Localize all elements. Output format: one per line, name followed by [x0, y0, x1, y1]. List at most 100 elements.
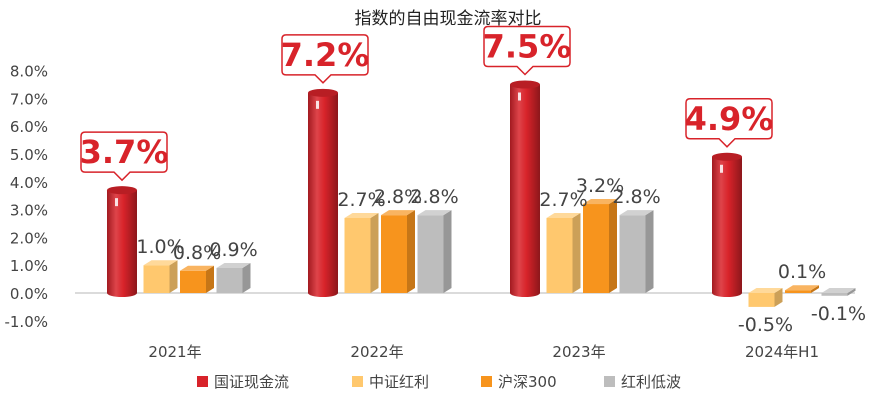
data-label: 0.1% [778, 261, 826, 283]
y-tick-label: 7.0% [10, 90, 48, 108]
bar-top [546, 212, 581, 218]
bar-1 [143, 260, 178, 293]
bars [107, 80, 856, 307]
y-axis: 8.0% 7.0% 6.0% 5.0% 4.0% 3.0% 2.0% 1.0% 0.0% -1.0… [4, 63, 48, 331]
y-tick-label: 2.0% [10, 229, 48, 247]
y-tick-label: 3.0% [10, 202, 48, 220]
bar-top [381, 210, 415, 216]
bar-front [821, 293, 848, 296]
bar-side [774, 288, 783, 307]
data-label: 2.7% [337, 189, 385, 211]
bar-side [847, 288, 856, 296]
bar-side [609, 199, 617, 293]
bar-side [206, 265, 214, 293]
bar-body [308, 92, 338, 297]
chart-title: 指数的自由现金流率对比 [355, 9, 542, 29]
bar-front [583, 204, 609, 293]
bar-1 [546, 212, 581, 293]
bar-side [443, 210, 452, 293]
legend-swatch [197, 376, 208, 387]
legend-swatch [604, 376, 615, 387]
bar-highlight [518, 92, 521, 101]
x-tick-label: 2023年 [552, 343, 605, 361]
bar-1 [344, 212, 379, 293]
legend-label: 国证现金流 [214, 373, 289, 391]
bar-top [180, 265, 214, 271]
bar-3 [821, 288, 856, 296]
bar-front [417, 215, 444, 293]
x-axis: 2021年 2022年 2023年 2024年H1 [148, 343, 819, 361]
bar-top [619, 210, 654, 216]
y-tick-label: 0.0% [10, 285, 48, 303]
legend-label: 中证红利 [369, 373, 429, 391]
bar-side [572, 212, 581, 293]
bar-front [381, 215, 407, 293]
y-tick-label: 8.0% [10, 63, 48, 81]
legend-swatch [481, 376, 492, 387]
bar-side [370, 212, 379, 293]
bar-highlight [316, 100, 319, 109]
bar-side [645, 210, 654, 293]
bar-cashflow [107, 186, 137, 297]
data-label: 2.7% [539, 189, 587, 211]
bar-front [344, 217, 371, 293]
data-labels: 3.7%1.0%0.8%0.9%7.2%2.7%2.8%2.8%7.5%2.7%… [80, 25, 866, 336]
bar-top [712, 152, 742, 161]
bar-3 [619, 210, 654, 293]
bar-highlight [115, 198, 118, 207]
data-label: -0.1% [811, 303, 866, 325]
bar-cashflow [510, 80, 540, 297]
data-label: 3.2% [576, 175, 624, 197]
bar-top [417, 210, 452, 216]
bar-top [785, 285, 819, 291]
legend-label: 沪深300 [498, 373, 557, 391]
bar-side [169, 260, 178, 293]
x-tick-label: 2021年 [148, 343, 201, 361]
bar-top [143, 260, 178, 266]
data-label: 1.0% [136, 236, 184, 258]
data-label: -0.5% [738, 314, 793, 336]
bar-front [180, 270, 206, 293]
bar-2 [785, 285, 819, 293]
bar-top [308, 88, 338, 97]
bar-top [583, 199, 617, 205]
bar-side [242, 262, 251, 293]
data-label: 2.8% [612, 186, 660, 208]
legend-swatch [352, 376, 363, 387]
y-tick-label: 4.0% [10, 174, 48, 192]
callout-box [80, 131, 168, 182]
callout-box [483, 25, 571, 76]
y-tick-label: 1.0% [10, 257, 48, 275]
y-tick-label: -1.0% [4, 313, 48, 331]
bar-body [107, 190, 137, 297]
y-tick-label: 6.0% [10, 118, 48, 136]
bar-1 [748, 288, 783, 307]
x-tick-label: 2022年 [350, 343, 403, 361]
data-label: 2.8% [410, 186, 458, 208]
data-label-callout: 4.9% [685, 100, 774, 138]
bar-top [107, 186, 137, 195]
bar-side [407, 210, 415, 293]
bar-top [510, 80, 540, 89]
x-tick-label: 2024年H1 [745, 343, 819, 361]
data-label-callout: 7.5% [483, 28, 572, 66]
y-tick-label: 5.0% [10, 146, 48, 164]
bar-front [619, 215, 646, 293]
bar-top [748, 288, 783, 293]
bar-cashflow [308, 88, 338, 297]
bar-top [344, 212, 379, 218]
legend-label: 红利低波 [621, 373, 681, 391]
legend: 国证现金流 中证红利 沪深300 红利低波 [197, 373, 681, 391]
data-label: 2.8% [374, 186, 422, 208]
bar-body [712, 156, 742, 297]
data-label: 0.8% [173, 242, 221, 264]
bar-front [546, 217, 573, 293]
bar-side [811, 285, 819, 293]
bar-2 [180, 265, 214, 293]
bar-front [748, 293, 775, 307]
bar-body [510, 84, 540, 297]
callout-box [685, 98, 773, 148]
bar-3 [216, 262, 251, 293]
